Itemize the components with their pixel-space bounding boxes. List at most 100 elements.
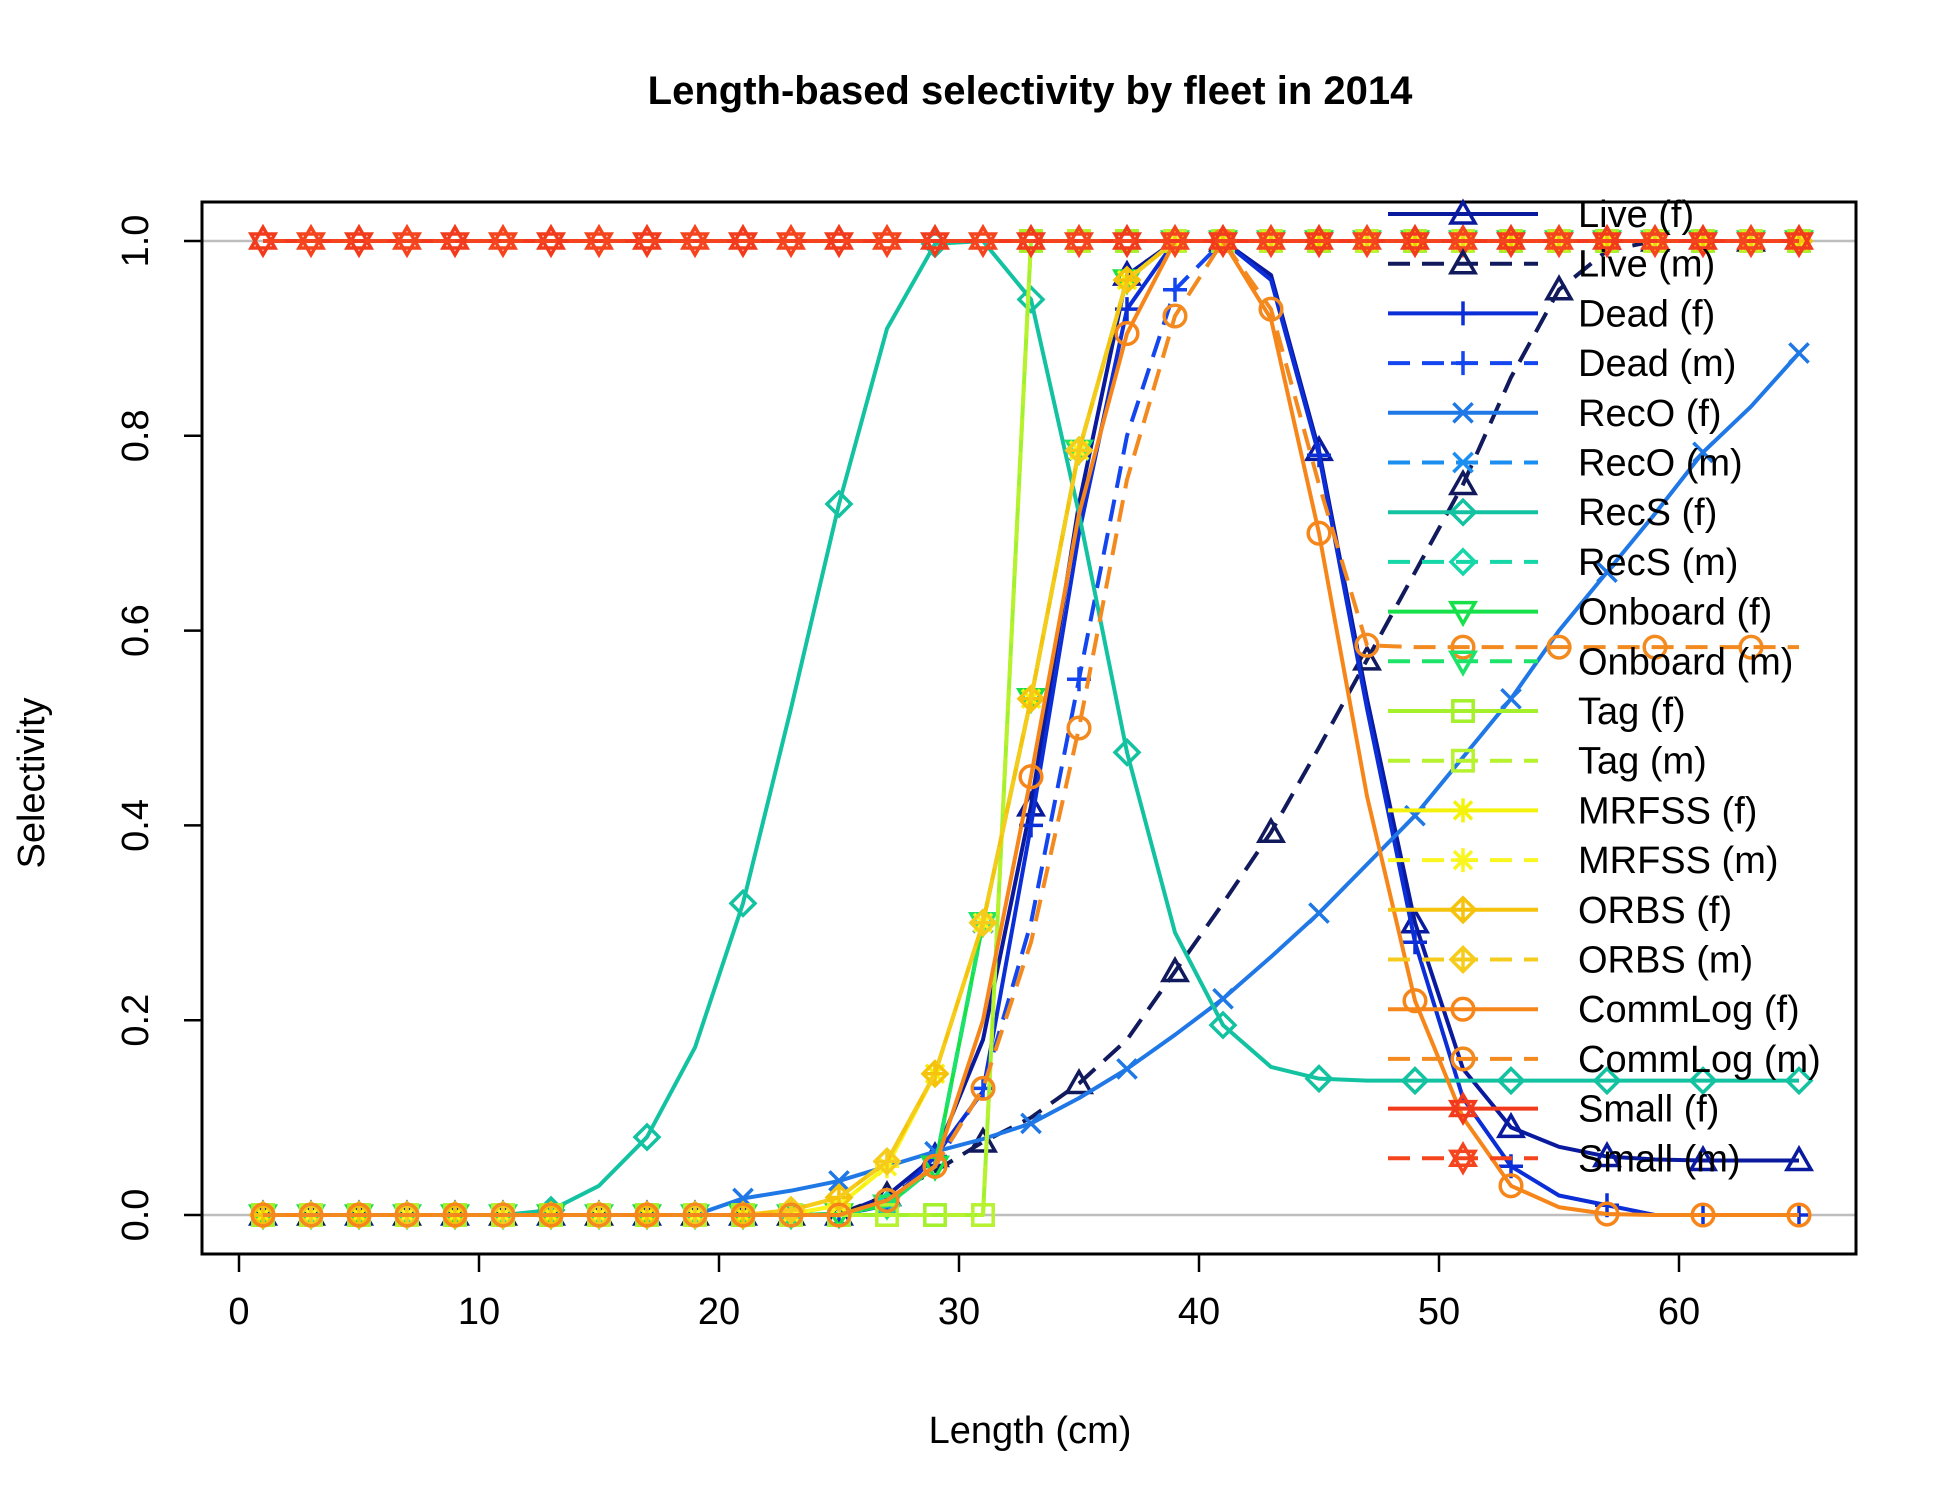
series-line [263, 239, 1799, 1217]
series-mrfss-m [263, 229, 1799, 1227]
data-point [295, 223, 327, 259]
data-point [1783, 1144, 1815, 1172]
data-point [1399, 223, 1431, 259]
legend-label: RecS (m) [1578, 542, 1738, 584]
data-point [490, 1202, 516, 1228]
series-small-m [263, 223, 1799, 259]
legend-item: Dead (f) [1388, 293, 1715, 335]
data-point [1495, 223, 1527, 259]
legend-label: RecO (m) [1578, 443, 1743, 485]
data-point [874, 1187, 900, 1213]
data-point [828, 1170, 850, 1192]
data-point [1255, 223, 1287, 259]
series-live-f [247, 225, 1815, 1226]
data-point [872, 1146, 902, 1176]
series-line [263, 239, 1799, 1217]
data-point [922, 1153, 948, 1179]
data-point [1306, 520, 1332, 546]
data-point [1783, 223, 1815, 259]
legend: Live (f) Live (m) Dead (f) Dead (m) RecO (f)… [1388, 194, 1821, 1180]
legend-item: MRFSS (m) [1388, 840, 1779, 882]
data-point [1162, 303, 1188, 329]
data-point [343, 223, 375, 259]
data-point [1255, 816, 1287, 843]
data-point [586, 1202, 612, 1228]
legend-item: RecO (f) [1388, 393, 1722, 435]
series-reco-m [263, 230, 1799, 1226]
data-point [439, 223, 471, 259]
legend-label: RecS (f) [1578, 492, 1717, 534]
data-point [1784, 1066, 1814, 1096]
data-point [1066, 715, 1092, 741]
y-tick-label: 1.0 [115, 215, 157, 268]
series-line [263, 239, 1799, 1217]
data-point [1639, 223, 1671, 259]
legend-marker [1447, 198, 1479, 225]
legend-marker [1448, 895, 1478, 925]
data-point [1308, 902, 1330, 924]
data-point [1307, 443, 1331, 468]
data-point [1786, 1202, 1812, 1228]
series-line [263, 239, 1799, 1217]
data-point [1207, 223, 1239, 259]
data-point [1591, 1141, 1623, 1168]
data-point [1400, 1066, 1430, 1096]
series-tag-f [251, 229, 1811, 1227]
data-point [728, 888, 758, 918]
data-point [682, 1202, 708, 1228]
legend-marker [1451, 798, 1475, 823]
series-line [263, 239, 1799, 1217]
data-point [1112, 737, 1142, 767]
series-line [263, 239, 1799, 1217]
legend-label: Live (f) [1578, 194, 1694, 236]
data-point [1543, 274, 1575, 301]
legend-marker [1451, 301, 1475, 326]
legend-item: Small (m) [1388, 1138, 1741, 1180]
legend-label: ORBS (m) [1578, 940, 1753, 982]
data-point [775, 223, 807, 259]
data-point [679, 223, 711, 259]
legend-item: RecO (m) [1388, 443, 1743, 485]
data-point [871, 223, 903, 259]
data-point [1304, 1064, 1334, 1094]
legend-label: Onboard (f) [1578, 592, 1772, 634]
series-line [263, 239, 1799, 1217]
data-point [1163, 277, 1187, 302]
data-point [919, 223, 951, 259]
x-axis: 0 10 20 30 40 50 60 [228, 1252, 1700, 1333]
legend-label: MRFSS (m) [1578, 840, 1779, 882]
legend-marker [1447, 1141, 1479, 1176]
data-point [1450, 634, 1476, 660]
legend-item: Live (m) [1388, 244, 1715, 286]
legend-item: ORBS (m) [1388, 940, 1753, 982]
x-tick-label: 60 [1658, 1291, 1700, 1333]
legend-marker [1452, 451, 1474, 474]
series-orbs-f [248, 226, 1814, 1230]
data-point [871, 1194, 903, 1221]
data-point [1403, 930, 1427, 955]
data-point [1596, 561, 1618, 583]
data-point [391, 223, 423, 259]
legend-label: Dead (f) [1578, 293, 1715, 335]
series-line [263, 239, 1799, 1217]
legend-marker [1450, 1046, 1476, 1072]
data-point [1351, 223, 1383, 259]
data-point [967, 223, 999, 259]
data-point [823, 223, 855, 259]
y-axis-label: Selectivity [11, 697, 53, 868]
series-line [263, 239, 1799, 1217]
x-tick-label: 20 [698, 1291, 740, 1333]
data-point [1496, 1066, 1526, 1096]
data-point [875, 1203, 899, 1227]
legend-item: CommLog (m) [1388, 1039, 1821, 1081]
series-line [263, 239, 1799, 1217]
legend-label: Small (m) [1578, 1138, 1741, 1180]
data-point [1351, 644, 1383, 671]
legend-marker [1447, 1091, 1479, 1126]
legend-label: Dead (m) [1578, 343, 1736, 385]
series-line [263, 239, 1799, 1217]
data-point [1402, 988, 1428, 1014]
data-point [1208, 1010, 1238, 1040]
legend-marker [1447, 248, 1479, 275]
data-point [394, 1202, 420, 1228]
